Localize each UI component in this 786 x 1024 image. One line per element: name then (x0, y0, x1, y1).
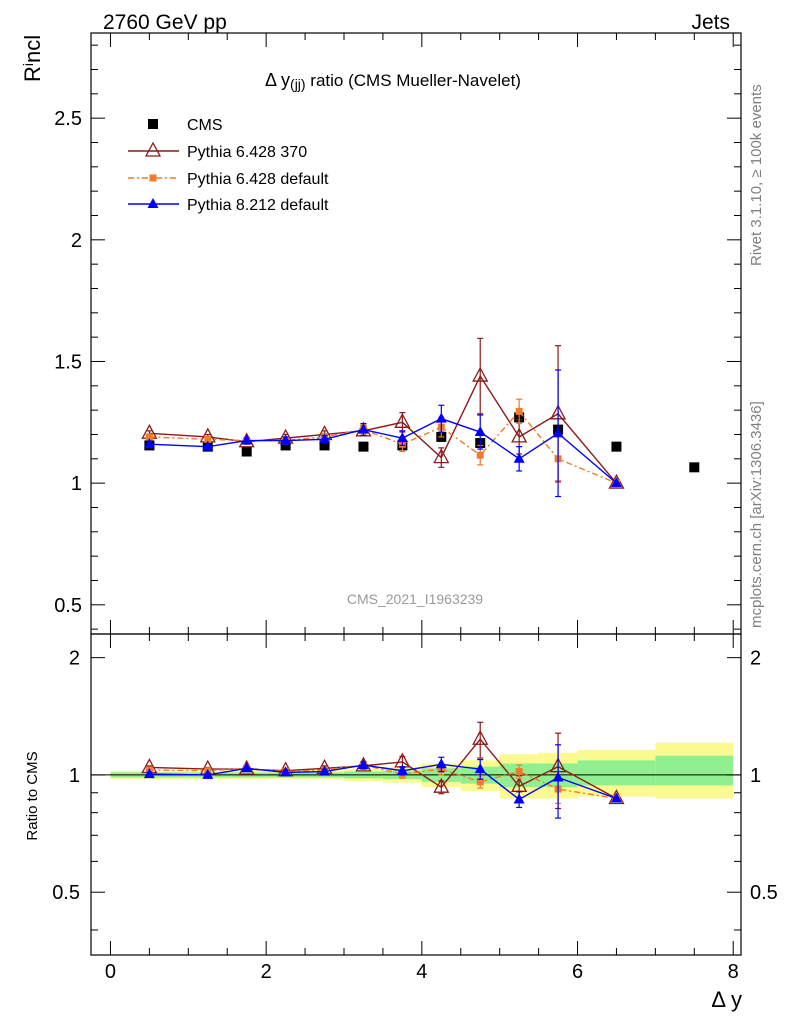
x-tick-label: 0 (105, 961, 116, 983)
x-tick-label: 6 (572, 961, 583, 983)
data-point (202, 440, 214, 451)
ratio-point (552, 771, 564, 782)
data-point (394, 412, 411, 428)
ratio-point (280, 766, 292, 777)
ratio-point (319, 765, 331, 776)
ratio-point (513, 793, 525, 804)
data-point (319, 433, 331, 444)
ratio-y-tick-label-right: 2 (750, 648, 761, 670)
legend-entry: CMS (148, 117, 223, 134)
ratio-point (474, 763, 486, 774)
y-tick-label: 1.5 (54, 351, 82, 373)
data-point (474, 426, 486, 437)
data-point (204, 435, 212, 443)
legend-entry: Pythia 8.212 default (128, 197, 329, 214)
legend-marker (147, 198, 159, 208)
header-right: Jets (691, 11, 730, 34)
legend-marker (149, 174, 157, 182)
series-pythia-8-212-default (143, 369, 622, 819)
data-point (145, 433, 153, 441)
ratio-point (435, 758, 447, 769)
data-point (280, 434, 292, 445)
data-point (241, 434, 253, 445)
side-label-lower: mcplots.cern.ch [arXiv:1306.3436] (748, 401, 765, 628)
data-point (241, 446, 252, 457)
data-point (143, 438, 155, 449)
ratio-point (433, 777, 450, 793)
ratio-point (472, 729, 489, 745)
y-tick-label: 0.5 (54, 595, 82, 617)
data-point (515, 407, 523, 415)
data-point (357, 423, 369, 434)
ratio-y-tick-label: 0.5 (52, 882, 80, 904)
ratio-point (396, 764, 408, 775)
band-inner (577, 760, 656, 786)
ratio-point (202, 768, 214, 779)
data-point (280, 440, 291, 451)
ratio-point (143, 768, 155, 779)
data-point (513, 452, 525, 463)
legend-label: Pythia 6.428 370 (187, 144, 307, 161)
ratio-point (610, 792, 622, 803)
legend-marker (148, 119, 158, 129)
legend: CMS Pythia 6.428 370 Pythia 6.428 default P… (128, 117, 329, 214)
legend-entry: Pythia 6.428 370 (128, 141, 307, 161)
y-tick-label: 1 (71, 473, 82, 495)
ratio-y-tick-label: 1 (69, 765, 80, 787)
ratio-point (241, 762, 253, 773)
ratio-y-tick-label: 2 (69, 648, 80, 670)
legend-marker (144, 141, 162, 157)
data-series (141, 337, 700, 819)
y-tick-label: 2 (71, 230, 82, 252)
data-point (611, 441, 622, 452)
ratio-y-tick-label-right: 1 (750, 765, 761, 787)
ratio-point (515, 768, 523, 776)
series-line (149, 417, 617, 484)
ratio-point (476, 778, 484, 786)
data-point (476, 451, 484, 459)
data-point (319, 440, 330, 451)
ratio-panel-frame (90, 633, 742, 956)
ratio-point (357, 759, 369, 770)
ratio-line (149, 764, 617, 800)
data-point (435, 412, 447, 423)
x-tick-label: 8 (728, 961, 739, 983)
data-point (433, 448, 450, 464)
ratio-y-axis-label: Ratio to CMS (24, 751, 41, 840)
y-tick-label: 2.5 (54, 108, 82, 130)
x-tick-label: 4 (416, 961, 427, 983)
watermark: CMS_2021_I1963239 (347, 591, 483, 607)
data-point (358, 441, 369, 452)
series-line (149, 410, 617, 484)
data-point (689, 462, 700, 473)
series-pythia-6-428-370 (141, 337, 625, 810)
axis-frames (90, 32, 742, 956)
ratio-line (149, 763, 617, 801)
side-label-upper: Rivet 3.1.10, ≥ 100k events (748, 84, 765, 266)
x-axis-label: Δ y (711, 987, 742, 1012)
series-cms (144, 412, 700, 473)
legend-label: Pythia 6.428 default (187, 171, 329, 188)
data-point (610, 477, 622, 488)
data-point (552, 427, 564, 438)
axis-ticks: 0 2 4 6 8 0.5 1 1.5 2 2.5 0.5 0.5 1 1 2 2 (52, 33, 778, 983)
data-point (472, 366, 489, 382)
header-left: 2760 GeV pp (103, 11, 227, 34)
ratio-y-tick-label-right: 0.5 (750, 882, 778, 904)
legend-entry: Pythia 6.428 default (128, 171, 329, 188)
data-point (396, 432, 408, 443)
legend-label: Pythia 8.212 default (187, 197, 329, 214)
band-inner (655, 755, 734, 786)
y-axis-label: Rincl (20, 35, 45, 82)
series-line (149, 374, 617, 484)
legend-label: CMS (187, 117, 223, 134)
chart-title: Δ y(jj) ratio (CMS Mueller-Navelet) (265, 70, 521, 92)
data-point (511, 427, 528, 443)
x-tick-label: 2 (261, 961, 272, 983)
